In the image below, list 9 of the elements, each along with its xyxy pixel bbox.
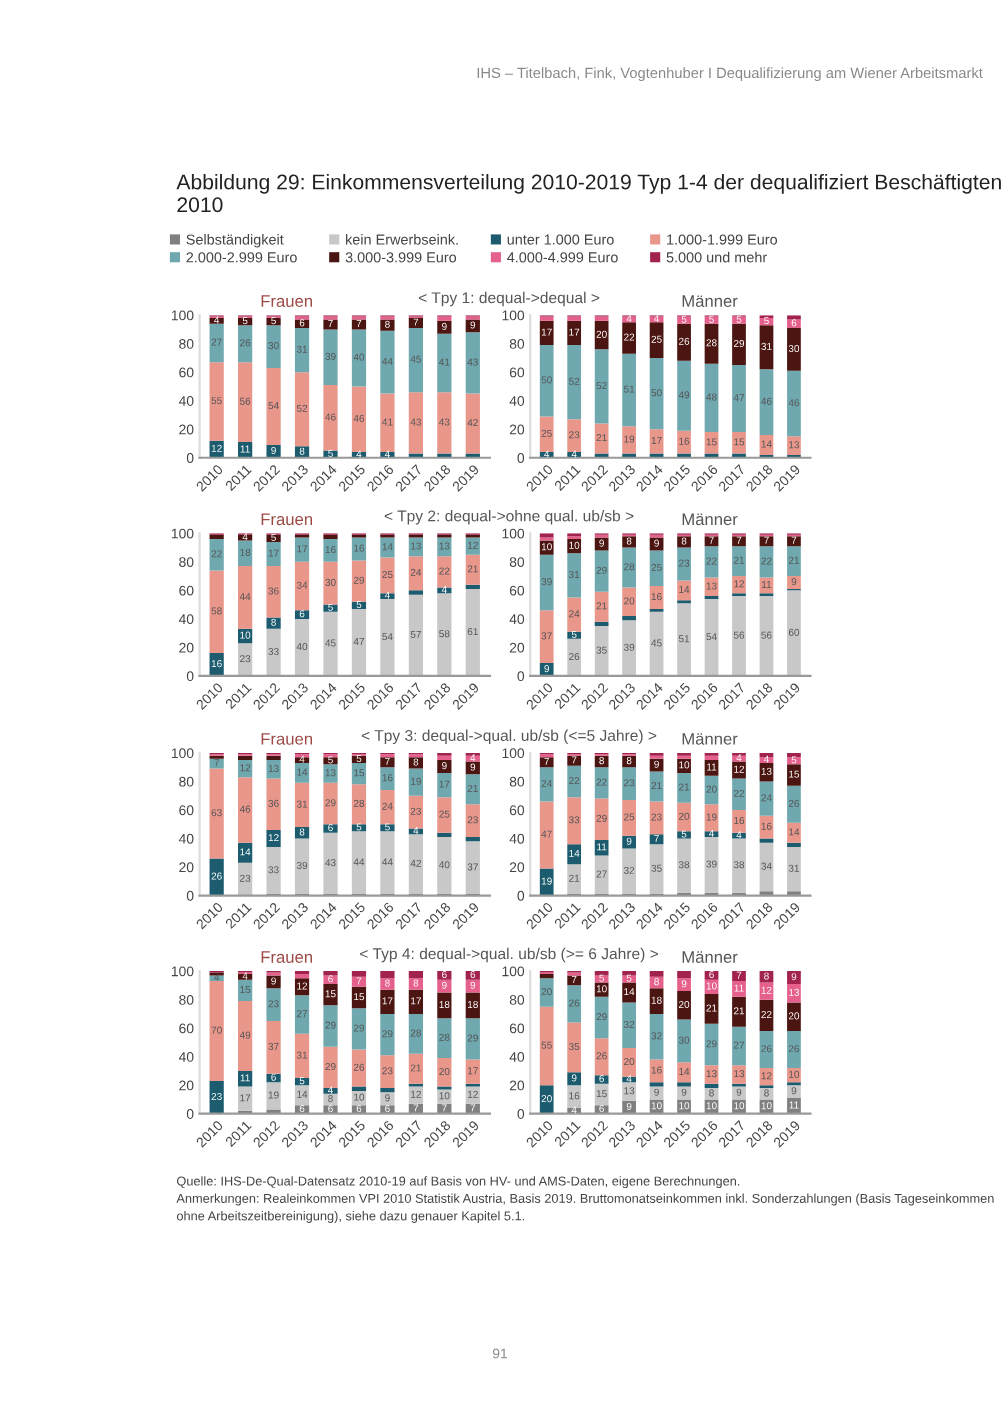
chart-title: Männer: [682, 951, 738, 963]
chart-title: Frauen: [261, 951, 312, 963]
chart-title: Männer: [682, 513, 738, 526]
chart-title: Männer: [682, 733, 738, 745]
chart-title: Frauen: [261, 295, 312, 307]
chart-title: Männer: [682, 295, 738, 307]
text: Abbildung 29: Einkommensverteilung 2010-2019 Typ 1-4 der dequalifiziert Beschäftigten 2010: [176, 173, 1001, 213]
chart-title: Frauen: [261, 733, 312, 745]
chart-title: Frauen: [261, 513, 312, 526]
